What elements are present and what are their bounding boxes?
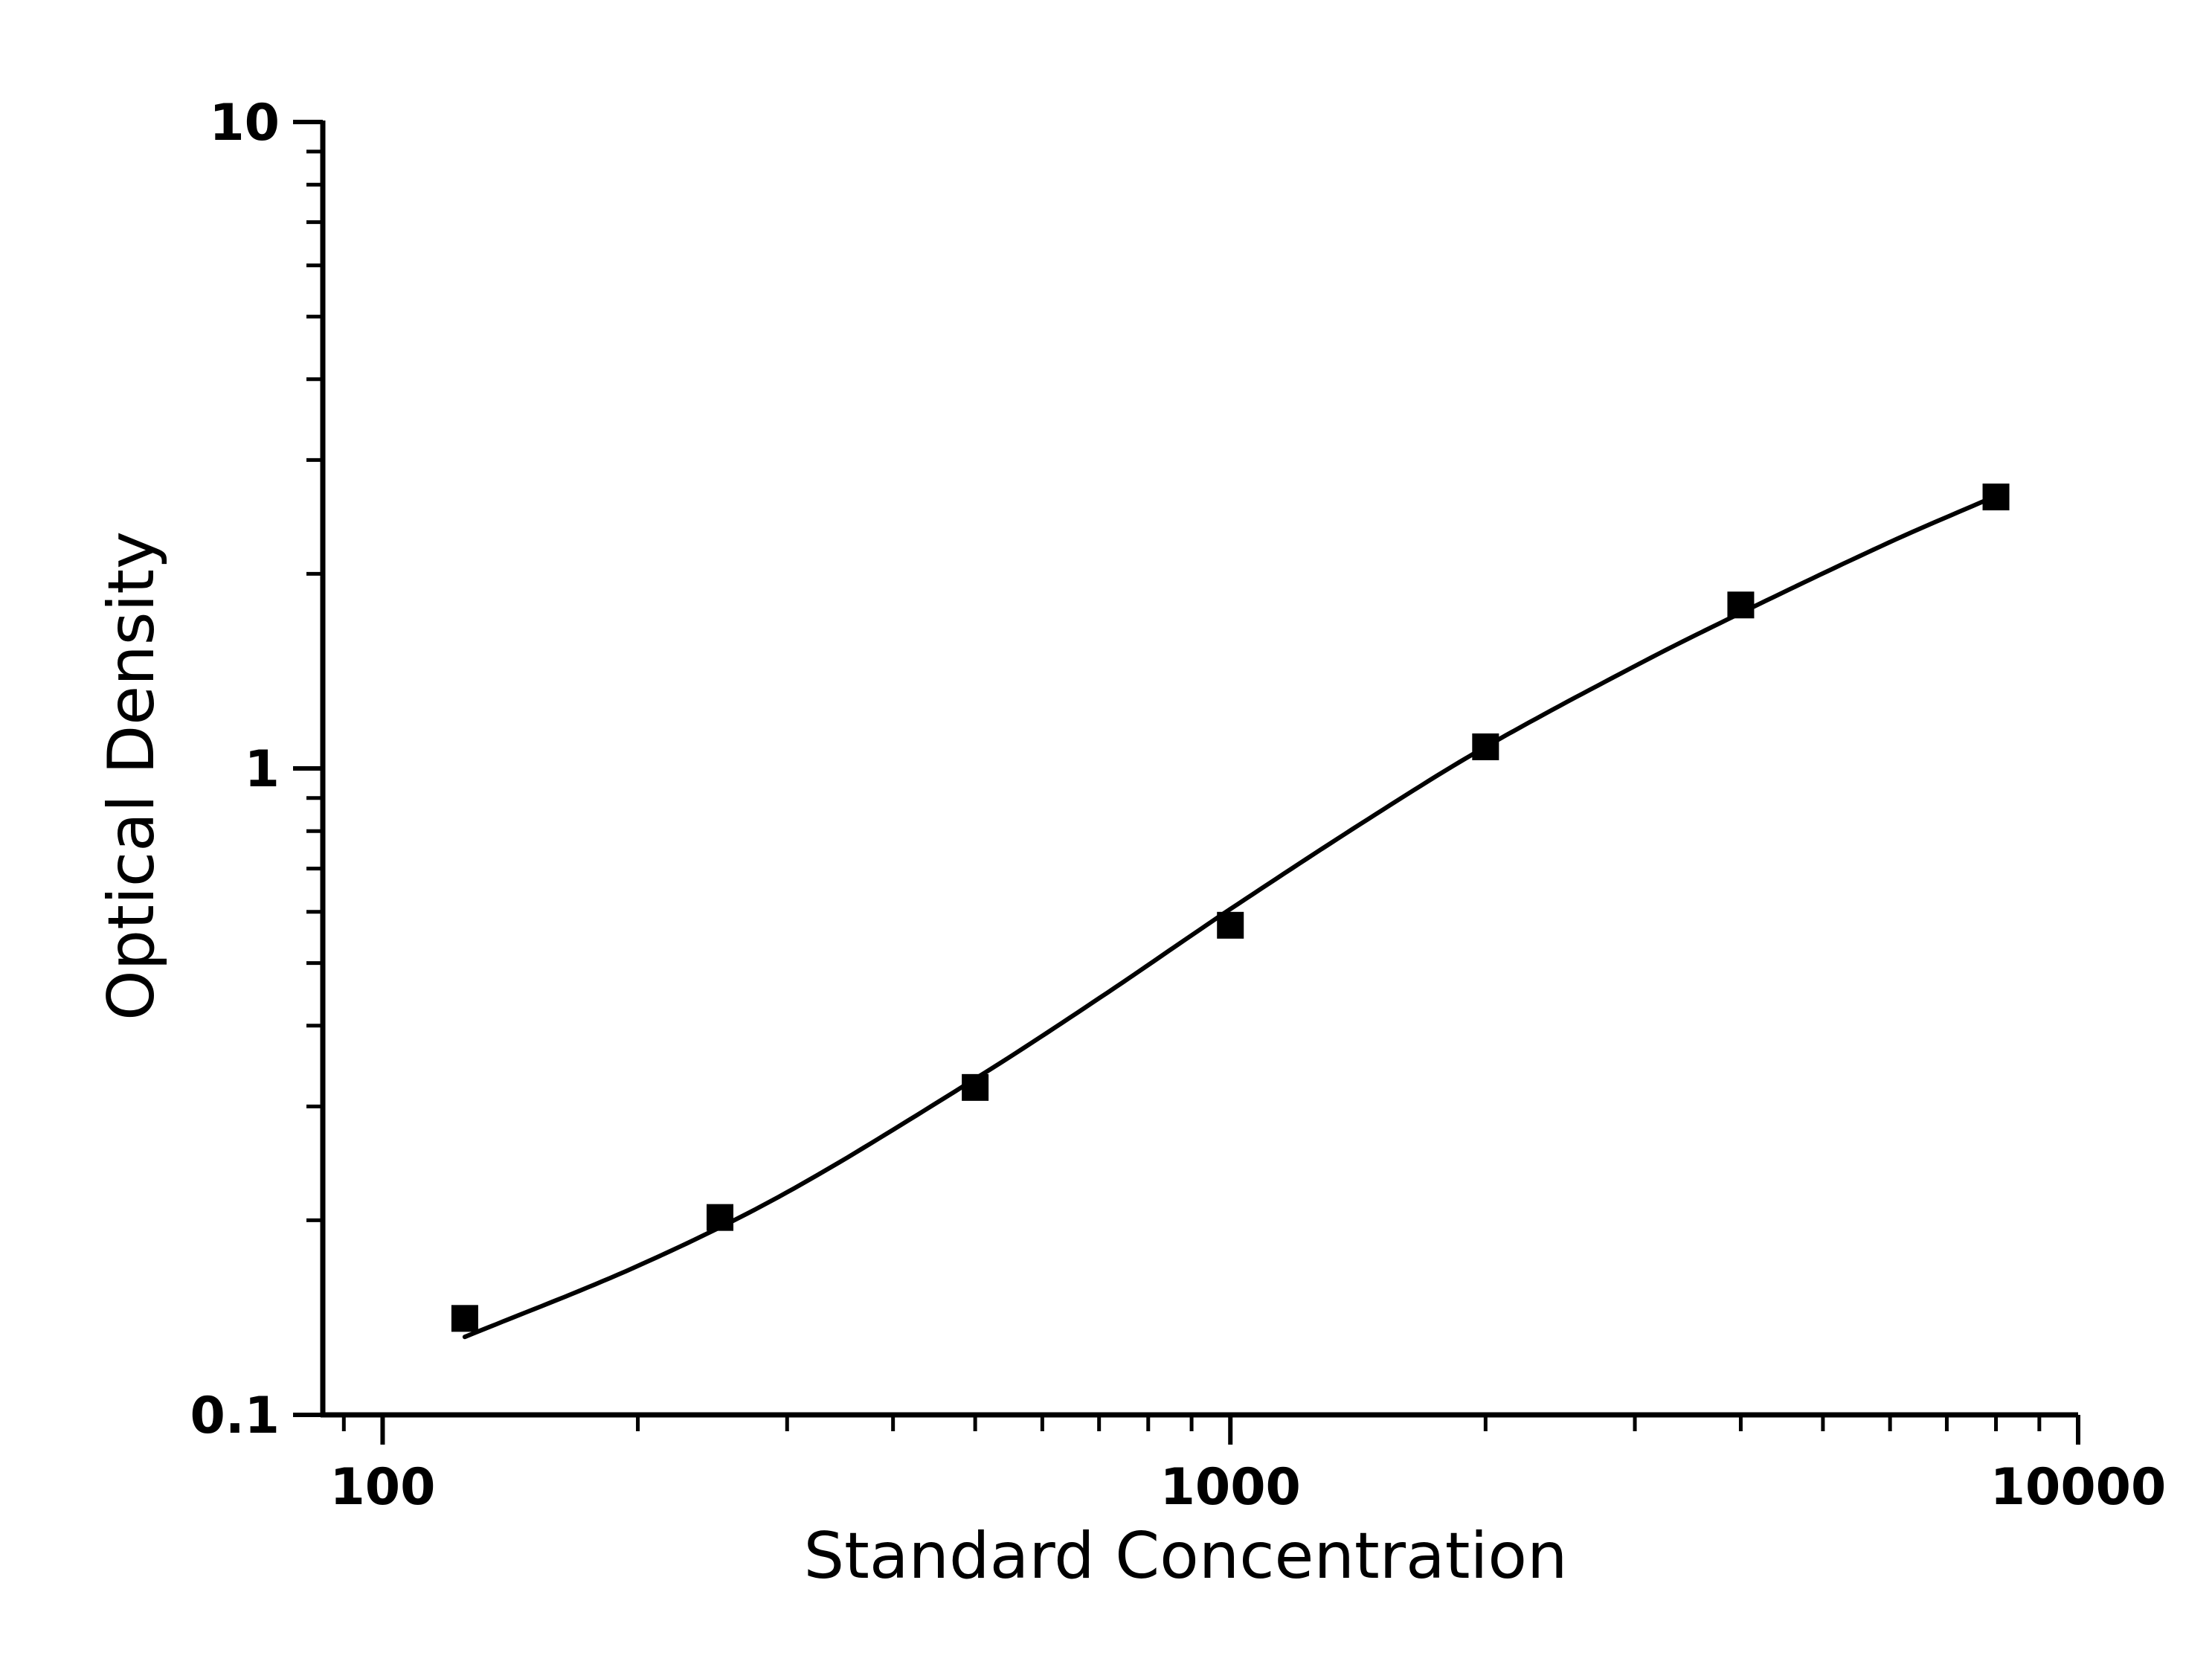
x-tick-label: 1000 — [1160, 1458, 1301, 1517]
data-point-marker — [1472, 733, 1499, 760]
data-point-marker — [707, 1204, 734, 1231]
label-layer: Standard Concentration Optical Density 1… — [94, 94, 2166, 1593]
y-tick-label: 1 — [245, 740, 280, 799]
data-point-marker — [1217, 911, 1244, 939]
y-tick-label: 10 — [209, 94, 280, 152]
data-point-marker — [1727, 591, 1755, 619]
y-axis-title: Optical Density — [94, 531, 169, 1021]
data-point-marker — [451, 1305, 478, 1332]
x-tick-label: 10000 — [1990, 1458, 2167, 1517]
axes-layer — [293, 120, 2080, 1445]
data-point-marker — [1982, 484, 2010, 511]
x-axis-title: Standard Concentration — [804, 1519, 1568, 1593]
marker-layer — [451, 484, 2010, 1332]
x-tick-label: 100 — [329, 1458, 435, 1517]
y-tick-label: 0.1 — [190, 1387, 280, 1445]
data-point-marker — [962, 1073, 989, 1101]
